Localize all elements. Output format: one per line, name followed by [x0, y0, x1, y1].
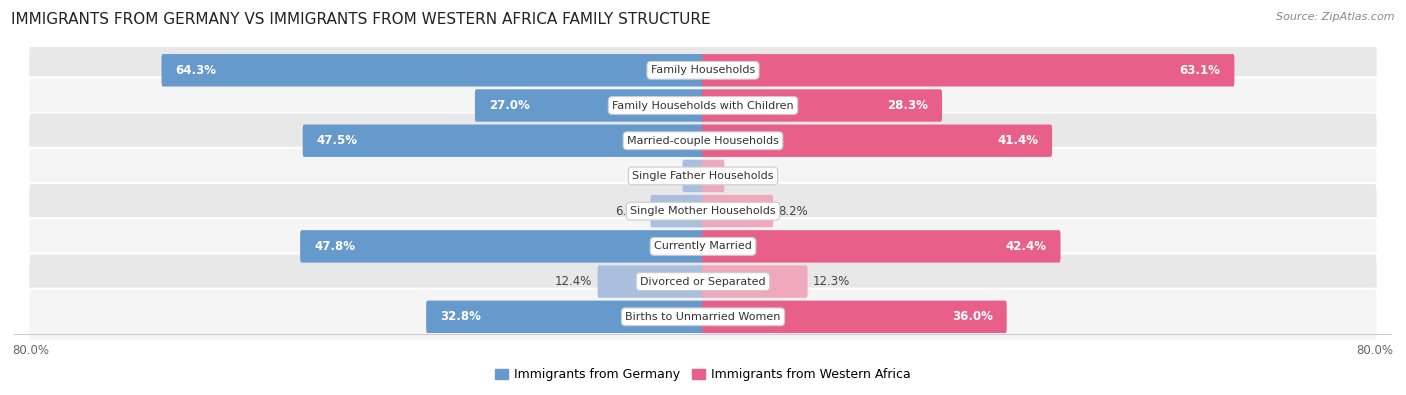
- FancyBboxPatch shape: [426, 301, 704, 333]
- Text: 32.8%: 32.8%: [440, 310, 481, 324]
- Text: Family Households: Family Households: [651, 65, 755, 75]
- FancyBboxPatch shape: [299, 230, 704, 263]
- FancyBboxPatch shape: [162, 54, 704, 87]
- FancyBboxPatch shape: [682, 160, 704, 192]
- Text: Source: ZipAtlas.com: Source: ZipAtlas.com: [1277, 12, 1395, 22]
- Text: 12.4%: 12.4%: [555, 275, 592, 288]
- FancyBboxPatch shape: [702, 301, 1007, 333]
- FancyBboxPatch shape: [651, 195, 704, 228]
- Text: Single Father Households: Single Father Households: [633, 171, 773, 181]
- FancyBboxPatch shape: [28, 183, 1378, 239]
- FancyBboxPatch shape: [28, 289, 1378, 345]
- FancyBboxPatch shape: [702, 54, 1234, 87]
- FancyBboxPatch shape: [475, 89, 704, 122]
- Text: 36.0%: 36.0%: [952, 310, 993, 324]
- Text: 47.5%: 47.5%: [316, 134, 357, 147]
- Text: 63.1%: 63.1%: [1180, 64, 1220, 77]
- Text: 27.0%: 27.0%: [489, 99, 530, 112]
- FancyBboxPatch shape: [598, 265, 704, 298]
- FancyBboxPatch shape: [702, 89, 942, 122]
- Text: 8.2%: 8.2%: [779, 205, 808, 218]
- Text: 6.1%: 6.1%: [616, 205, 645, 218]
- FancyBboxPatch shape: [28, 42, 1378, 98]
- Text: Births to Unmarried Women: Births to Unmarried Women: [626, 312, 780, 322]
- Text: 64.3%: 64.3%: [176, 64, 217, 77]
- FancyBboxPatch shape: [702, 195, 773, 228]
- FancyBboxPatch shape: [302, 124, 704, 157]
- Text: Married-couple Households: Married-couple Households: [627, 136, 779, 146]
- FancyBboxPatch shape: [702, 160, 724, 192]
- FancyBboxPatch shape: [28, 218, 1378, 275]
- FancyBboxPatch shape: [28, 254, 1378, 310]
- Text: Divorced or Separated: Divorced or Separated: [640, 276, 766, 287]
- Text: 47.8%: 47.8%: [314, 240, 354, 253]
- FancyBboxPatch shape: [702, 230, 1060, 263]
- Text: 2.3%: 2.3%: [647, 169, 676, 182]
- Text: 41.4%: 41.4%: [997, 134, 1038, 147]
- Text: 2.4%: 2.4%: [730, 169, 759, 182]
- FancyBboxPatch shape: [702, 265, 807, 298]
- Text: IMMIGRANTS FROM GERMANY VS IMMIGRANTS FROM WESTERN AFRICA FAMILY STRUCTURE: IMMIGRANTS FROM GERMANY VS IMMIGRANTS FR…: [11, 12, 711, 27]
- Text: Currently Married: Currently Married: [654, 241, 752, 251]
- FancyBboxPatch shape: [28, 77, 1378, 134]
- Text: 28.3%: 28.3%: [887, 99, 928, 112]
- FancyBboxPatch shape: [28, 148, 1378, 204]
- Text: Single Mother Households: Single Mother Households: [630, 206, 776, 216]
- FancyBboxPatch shape: [28, 113, 1378, 169]
- FancyBboxPatch shape: [702, 124, 1052, 157]
- Legend: Immigrants from Germany, Immigrants from Western Africa: Immigrants from Germany, Immigrants from…: [491, 363, 915, 386]
- Text: 12.3%: 12.3%: [813, 275, 851, 288]
- Text: Family Households with Children: Family Households with Children: [612, 100, 794, 111]
- Text: 42.4%: 42.4%: [1005, 240, 1046, 253]
